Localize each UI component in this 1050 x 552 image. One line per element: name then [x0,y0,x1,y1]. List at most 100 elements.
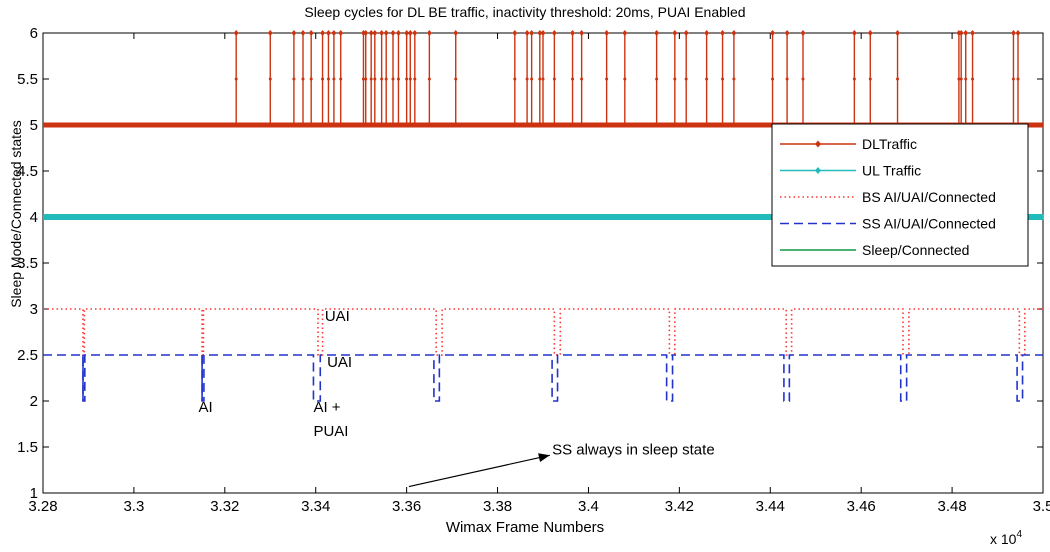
y-tick-label: 6 [30,25,38,42]
series-dl-marker [551,30,557,36]
series-dl-marker [379,30,385,36]
annotation-text: AI + [313,399,340,416]
series-dl-marker [407,30,413,36]
series-dl-marker [383,30,389,36]
series-dl-mid-marker [732,77,736,81]
series-dl-marker [372,30,378,36]
x-axis-multiplier-base: x 10 [990,531,1017,547]
series-dl-mid-marker [405,77,409,81]
series-dl-mid-marker [580,77,584,81]
axis-ticks: 3.28 3.3 3.32 3.34 3.36 3.38 3.4 3.42 3.44 3.46 3.… [17,25,1050,515]
series-dl-mid-marker [971,77,975,81]
annotation-text: PUAI [313,423,348,440]
series-dl-mid-marker [384,77,388,81]
series-dl-mid-marker [673,77,677,81]
annotation-arrowhead [538,453,550,463]
legend-marker [815,140,821,148]
series-dl-marker [963,30,969,36]
series-dl-mid-marker [454,77,458,81]
series-dl-marker [404,30,410,36]
series-dl-marker [300,30,306,36]
series-dl-mid-marker [413,77,417,81]
series-dl-marker [579,30,585,36]
annotation-text: UAI [325,308,350,325]
y-tick-label: 3 [30,301,38,318]
series-ul-marker [1038,214,1044,220]
series-dl-mid-marker [957,77,961,81]
series-dl-marker [308,30,314,36]
series-dl-marker [338,30,344,36]
series-dl-marker [570,30,576,36]
series-dl-marker [325,30,331,36]
y-tick-label: 2 [30,393,38,410]
series-dl-mid-marker [655,77,659,81]
series-dl-marker [540,30,546,36]
series-dl-marker [604,30,610,36]
series-dl-mid-marker [623,77,627,81]
y-tick-label: 1.5 [17,439,38,456]
series-dl-marker [320,30,326,36]
series-dl-mid-marker [571,77,575,81]
series-dl-marker [770,30,776,36]
series-dl-marker [395,30,401,36]
series-dl-mid-marker [684,77,688,81]
series-dl-mid-marker [771,77,775,81]
legend-label: Sleep/Connected [862,242,969,258]
series-dl-marker [622,30,628,36]
series-dl-mid-marker [309,77,313,81]
x-tick-label: 3.42 [665,498,694,515]
series-dl-marker [426,30,432,36]
y-tick-label: 5.5 [17,71,38,88]
series-dl-marker [784,30,790,36]
series-dl-mid-marker [268,77,272,81]
series-dl-mid-marker [373,77,377,81]
x-tick-label: 3.4 [578,498,599,515]
series-dl-mid-marker [369,77,373,81]
x-tick-label: 3.36 [392,498,421,515]
series-dl-marker [512,30,518,36]
x-axis-multiplier-exponent: 4 [1016,529,1022,540]
series-dl-mid-marker [785,77,789,81]
x-tick-label: 3.46 [847,498,876,515]
series-dl-mid-marker [1011,77,1015,81]
series-dl-marker [537,30,543,36]
y-tick-label: 3.5 [17,255,38,272]
legend-label: DLTraffic [862,136,917,152]
series-dl-mid-marker [801,77,805,81]
series-dl-mid-marker [513,77,517,81]
legend: DLTraffic UL Traffic BS AI/UAI/Connected SS… [771,123,1029,267]
series-dl-marker [683,30,689,36]
series-dl-marker [363,30,369,36]
series-dl-mid-marker [364,77,368,81]
x-tick-label: 3.32 [210,498,239,515]
series-dl-mid-marker [896,77,900,81]
series-dl-marker [958,30,964,36]
x-tick-label: 3.3 [123,498,144,515]
annotation-text: AI [198,399,212,416]
series-dl-mid-marker [959,77,963,81]
series-dl-mid-marker [391,77,395,81]
x-tick-label: 3.28 [28,498,57,515]
series-dl-mid-marker [721,77,725,81]
y-tick-label: 1 [30,485,38,502]
series-dl-marker [331,30,337,36]
x-tick-label: 3.34 [301,498,330,515]
series-dl-mid-marker [605,77,609,81]
series-dl-marker [1010,30,1016,36]
series-dl-marker [851,30,857,36]
series-dl-mid-marker [326,77,330,81]
series-dl-mid-marker [321,77,325,81]
annotation-layer: UAI UAI AI AI + PUAI SS always in sleep state [198,308,715,488]
series-dl-mid-marker [1016,77,1020,81]
series-dl-marker [412,30,418,36]
series-dl-marker [867,30,873,36]
y-tick-label: 5 [30,117,38,134]
series-dl-marker [390,30,396,36]
series-dl-mid-marker [868,77,872,81]
x-tick-label: 3.44 [756,498,785,515]
series-dl-mid-marker [427,77,431,81]
series-dl-mid-marker [538,77,542,81]
legend-label: BS AI/UAI/Connected [862,189,996,205]
